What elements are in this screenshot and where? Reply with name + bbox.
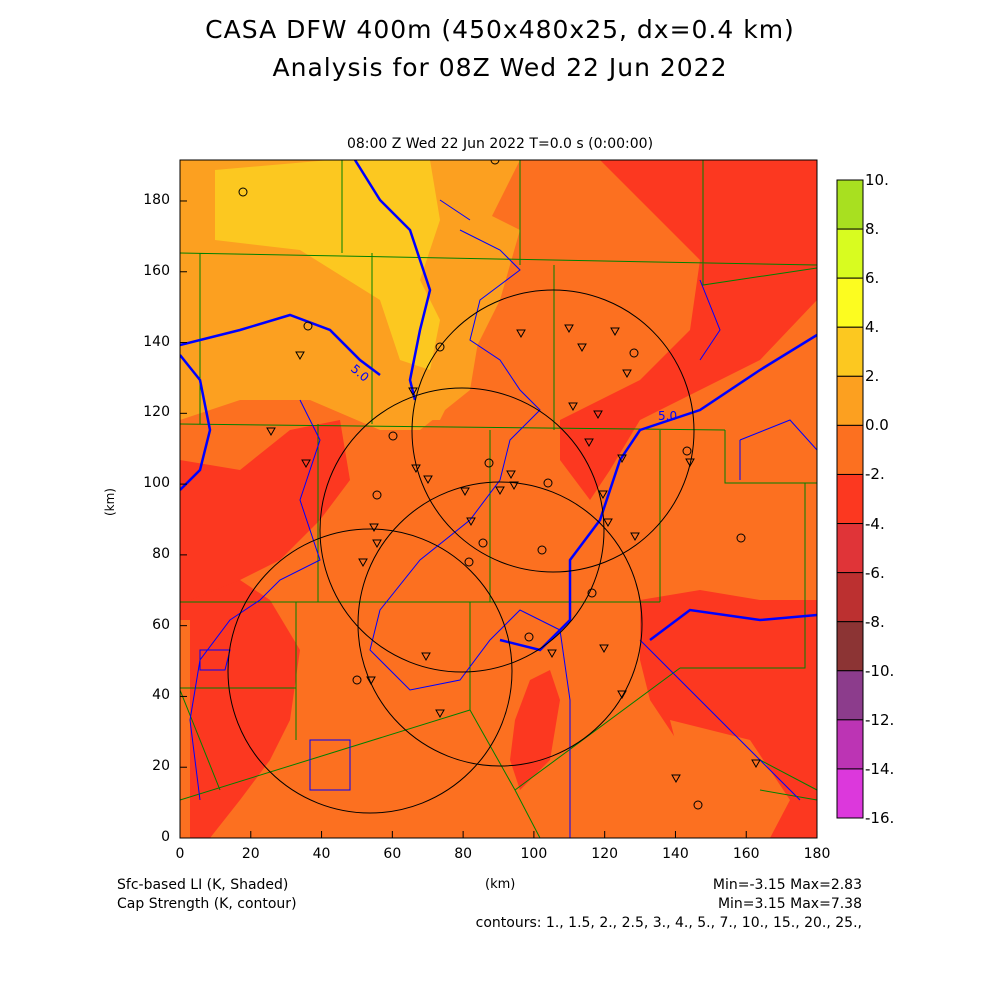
x-tick-label: 120 bbox=[591, 846, 619, 862]
y-tick-label: 100 bbox=[143, 475, 170, 492]
colorbar-label: -14. bbox=[865, 759, 895, 778]
colorbar-label: -12. bbox=[865, 710, 895, 729]
colorbar-label: 8. bbox=[865, 220, 880, 239]
colorbar-label: -4. bbox=[865, 514, 885, 533]
colorbar-label: 0.0 bbox=[865, 416, 889, 435]
footer-range1: Min=-3.15 Max=2.83 bbox=[712, 877, 862, 893]
footer-field1: Sfc-based LI (K, Shaded) bbox=[117, 877, 289, 893]
y-tick-label: 40 bbox=[152, 687, 170, 704]
colorbar-swatch bbox=[836, 424, 864, 475]
footer-contours: contours: 1., 1.5, 2., 2.5, 3., 4., 5., … bbox=[475, 915, 862, 931]
plot-subtitle: 08:00 Z Wed 22 Jun 2022 T=0.0 s (0:00:00… bbox=[346, 136, 654, 152]
plot-title-line1: CASA DFW 400m (450x480x25, dx=0.4 km) bbox=[205, 15, 795, 44]
colorbar-swatch bbox=[836, 277, 864, 328]
plot-title-line2: Analysis for 08Z Wed 22 Jun 2022 bbox=[272, 53, 728, 82]
colorbar-label: 2. bbox=[865, 367, 880, 386]
colorbar-swatch bbox=[836, 670, 864, 721]
contour-label: 5.0 bbox=[658, 409, 677, 423]
colorbar-label: -8. bbox=[865, 612, 885, 631]
colorbar-swatch bbox=[836, 326, 864, 377]
footer-field2: Cap Strength (K, contour) bbox=[117, 896, 297, 912]
colorbar-label: -10. bbox=[865, 661, 895, 680]
y-axis-label: (km) bbox=[103, 487, 118, 517]
x-tick-label: 20 bbox=[241, 846, 260, 862]
y-tick-label: 20 bbox=[152, 758, 170, 775]
station-markers bbox=[238, 160, 761, 810]
colorbar-label: 4. bbox=[865, 318, 880, 337]
y-tick-label: 80 bbox=[152, 545, 170, 562]
y-tick-label: 60 bbox=[152, 616, 170, 633]
colorbar-swatch bbox=[836, 375, 864, 426]
li-shading: 5.0 5.0 bbox=[180, 160, 817, 838]
colorbar-swatch bbox=[836, 719, 864, 770]
x-tick-label: 140 bbox=[662, 846, 689, 862]
colorbar-swatch bbox=[836, 228, 864, 279]
y-tick-label: 0 bbox=[161, 829, 170, 845]
footer-range2: Min=3.15 Max=7.38 bbox=[717, 896, 862, 912]
colorbar-swatch bbox=[836, 179, 864, 230]
colorbar bbox=[836, 179, 864, 819]
colorbar-swatch bbox=[836, 768, 864, 819]
colorbar-swatch bbox=[836, 473, 864, 525]
y-tick-label: 120 bbox=[143, 404, 170, 421]
x-tick-label: 0 bbox=[175, 846, 185, 862]
x-tick-label: 160 bbox=[732, 846, 760, 862]
y-tick-label: 160 bbox=[143, 262, 170, 279]
radar-range-rings bbox=[227, 289, 695, 814]
y-tick-label: 140 bbox=[143, 333, 170, 350]
colorbar-label: -2. bbox=[865, 465, 885, 484]
colorbar-label: 6. bbox=[865, 269, 880, 288]
plot-frame bbox=[179, 159, 818, 839]
x-axis-label: (km) bbox=[485, 877, 516, 892]
colorbar-label: -16. bbox=[865, 809, 895, 827]
y-tick-label: 180 bbox=[143, 191, 170, 208]
colorbar-swatch bbox=[836, 572, 864, 623]
colorbar-label: 10. bbox=[865, 171, 889, 189]
colorbar-label: -6. bbox=[865, 563, 885, 582]
x-tick-label: 40 bbox=[312, 846, 331, 862]
colorbar-swatch bbox=[836, 523, 864, 574]
x-tick-label: 100 bbox=[520, 846, 548, 862]
colorbar-swatch bbox=[836, 621, 864, 672]
x-tick-label: 80 bbox=[454, 846, 473, 862]
x-tick-label: 180 bbox=[803, 846, 831, 862]
x-tick-label: 60 bbox=[383, 846, 402, 862]
